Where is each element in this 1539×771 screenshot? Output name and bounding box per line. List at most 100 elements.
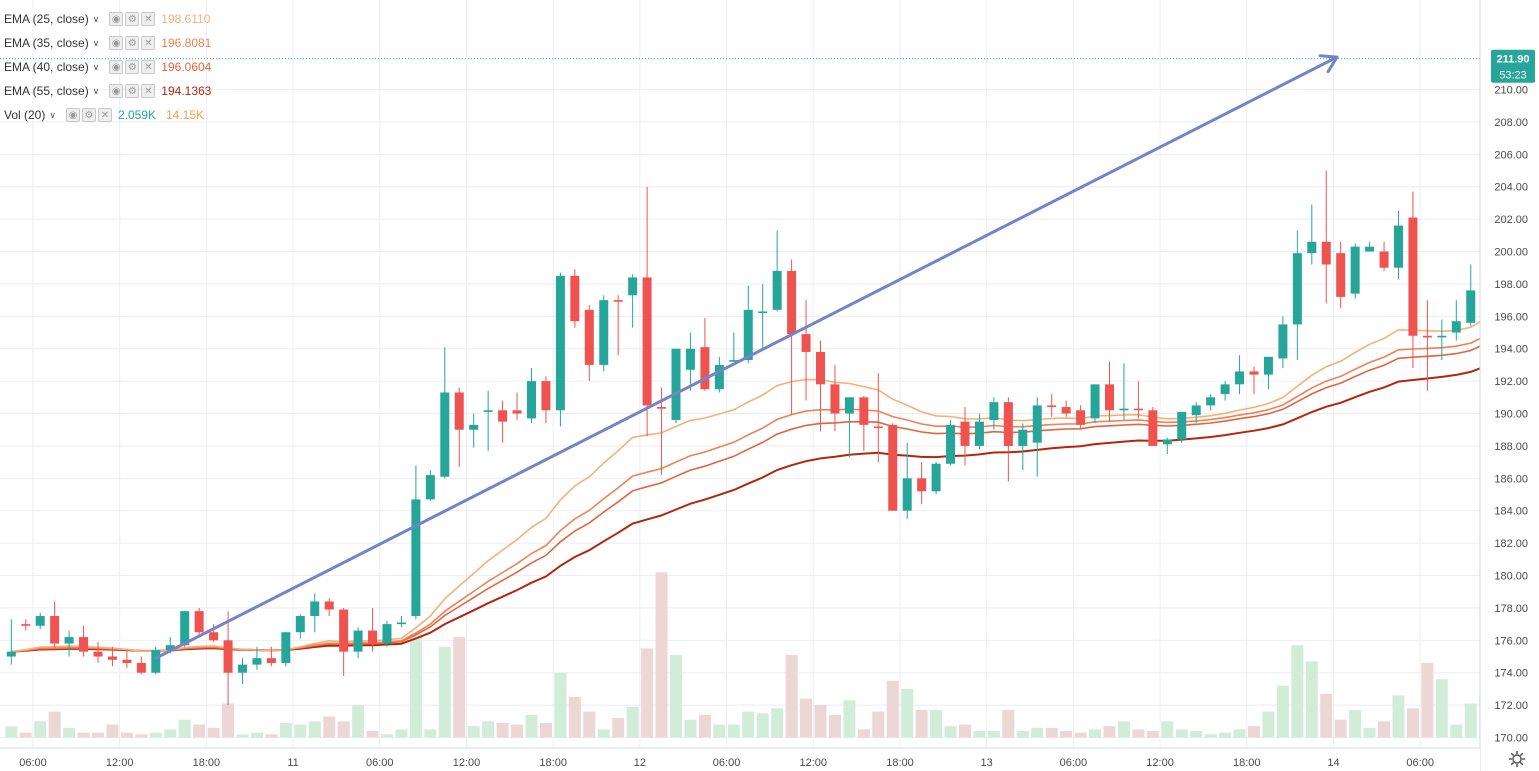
- grid: [0, 0, 1480, 748]
- volume-bar: [568, 697, 581, 738]
- volume-bar: [1031, 727, 1044, 738]
- candle-body: [714, 364, 724, 390]
- price-tick-label: 206.00: [1494, 149, 1528, 161]
- volume-bar: [814, 705, 827, 738]
- volume-bar: [1248, 726, 1260, 738]
- legend-row[interactable]: EMA (35, close) ∨ ◉ ⚙ ✕ 196.8081: [4, 31, 221, 55]
- candle-body: [1032, 405, 1042, 443]
- volume-bar: [641, 648, 654, 738]
- time-tick-label: 12: [634, 757, 646, 769]
- candle-body: [859, 397, 869, 425]
- volume-bar: [1421, 663, 1434, 738]
- legend-row[interactable]: EMA (25, close) ∨ ◉ ⚙ ✕ 198.6110: [4, 7, 221, 31]
- candle-body: [1437, 335, 1447, 338]
- settings-icon[interactable]: ⚙: [125, 36, 140, 50]
- indicator-name: EMA (40, close): [4, 60, 89, 74]
- time-tick-label: 14: [1327, 757, 1339, 769]
- volume-bar: [1276, 685, 1289, 738]
- volume-bar: [1117, 721, 1130, 738]
- volume-bar: [1262, 711, 1275, 738]
- candle-body: [1422, 335, 1432, 338]
- time-tick-label: 18:00: [539, 757, 567, 769]
- candle: [917, 462, 927, 505]
- volume-bar: [366, 731, 379, 738]
- price-tick-label: 208.00: [1494, 117, 1528, 129]
- settings-gear-icon[interactable]: [1508, 750, 1526, 768]
- candle-body: [512, 410, 522, 414]
- candle-body: [483, 410, 493, 412]
- volume-bar: [539, 722, 552, 738]
- volume-bar: [930, 709, 943, 738]
- settings-icon[interactable]: ⚙: [125, 60, 140, 74]
- close-icon[interactable]: ✕: [141, 12, 156, 26]
- last-price-value: 211.90: [1496, 54, 1529, 66]
- candle-body: [816, 351, 825, 385]
- chevron-down-icon[interactable]: ∨: [49, 109, 56, 120]
- candle-body: [252, 658, 262, 665]
- volume-bar: [756, 713, 769, 738]
- close-icon[interactable]: ✕: [141, 36, 156, 50]
- volume-bar: [727, 724, 740, 738]
- indicator-controls: ◉ ⚙ ✕: [109, 36, 156, 50]
- candle: [324, 598, 334, 617]
- candle: [844, 397, 854, 458]
- volume-bar: [193, 724, 206, 738]
- candle: [454, 387, 464, 467]
- candle-body: [1235, 371, 1245, 385]
- volume-bar: [19, 732, 32, 738]
- eye-icon[interactable]: ◉: [109, 84, 124, 98]
- eye-icon[interactable]: ◉: [109, 36, 124, 50]
- candle-body: [1191, 405, 1201, 416]
- chevron-down-icon[interactable]: ∨: [92, 61, 100, 72]
- candle: [440, 347, 450, 479]
- candle-body: [772, 270, 782, 310]
- price-tick-label: 172.00: [1494, 700, 1528, 712]
- chevron-down-icon[interactable]: ∨: [92, 37, 100, 48]
- candle-body: [743, 309, 753, 361]
- volume-bar: [886, 680, 899, 738]
- volume-bar: [1219, 732, 1232, 738]
- candle: [772, 230, 782, 312]
- candle: [714, 356, 724, 393]
- candle: [527, 368, 536, 424]
- candle-body: [1076, 410, 1086, 425]
- candle: [974, 413, 984, 450]
- volume-bar: [294, 724, 307, 738]
- legend-row[interactable]: Vol (20) ∨ ◉ ⚙ ✕ 2.059K 14.15K: [4, 103, 221, 127]
- volume-bar: [467, 726, 480, 738]
- settings-icon[interactable]: ⚙: [125, 84, 140, 98]
- close-icon[interactable]: ✕: [141, 84, 156, 98]
- eye-icon[interactable]: ◉: [109, 12, 124, 26]
- volume-bar: [250, 732, 263, 738]
- volume-bar: [1406, 708, 1419, 738]
- candle-body: [671, 348, 681, 420]
- price-tick-label: 198.00: [1494, 279, 1528, 291]
- volume-bar: [1464, 703, 1477, 738]
- chevron-down-icon[interactable]: ∨: [92, 13, 100, 24]
- candle-body: [353, 630, 363, 652]
- candle: [1206, 394, 1216, 411]
- candle: [599, 295, 609, 372]
- legend-row[interactable]: EMA (40, close) ∨ ◉ ⚙ ✕ 196.0604: [4, 55, 221, 79]
- candle: [64, 630, 74, 657]
- candle: [122, 650, 132, 668]
- eye-icon[interactable]: ◉: [109, 60, 124, 74]
- close-icon[interactable]: ✕: [97, 108, 112, 122]
- candle: [787, 259, 797, 416]
- settings-icon[interactable]: ⚙: [81, 108, 96, 122]
- volume-bar: [63, 727, 76, 738]
- eye-icon[interactable]: ◉: [65, 108, 80, 122]
- legend-row[interactable]: EMA (55, close) ∨ ◉ ⚙ ✕ 194.1363: [4, 79, 221, 103]
- candle: [1090, 384, 1100, 424]
- close-icon[interactable]: ✕: [141, 60, 156, 74]
- candle-body: [758, 311, 768, 314]
- volume-bar: [1060, 731, 1073, 738]
- volume-bar: [352, 705, 365, 738]
- time-axis: 06:00 12:00 18:00 11 06:00 12:00 18:00 12 06:00 1…: [0, 747, 1480, 771]
- candle: [512, 392, 522, 420]
- settings-icon[interactable]: ⚙: [125, 12, 140, 26]
- chevron-down-icon[interactable]: ∨: [92, 85, 100, 96]
- volume-bar: [482, 721, 495, 738]
